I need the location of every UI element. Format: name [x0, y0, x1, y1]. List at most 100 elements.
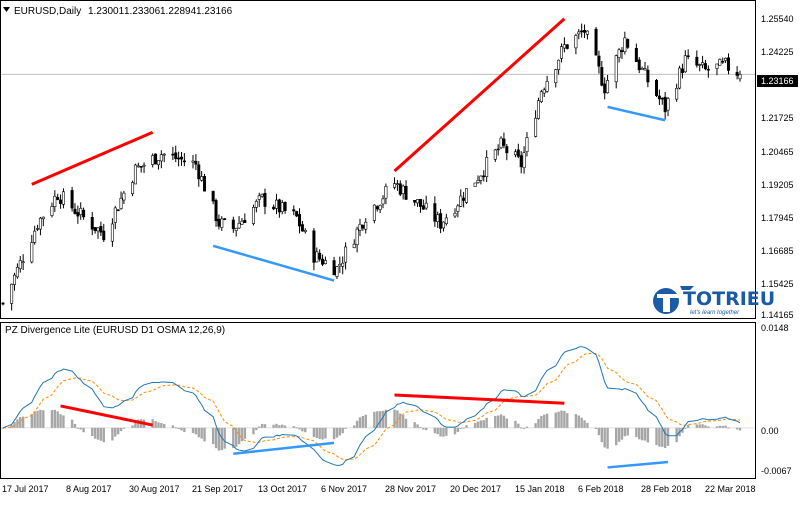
osma-bar — [505, 418, 509, 428]
bullish-divergence-line[interactable] — [233, 441, 335, 456]
candle — [562, 37, 566, 53]
osma-bar — [33, 411, 36, 428]
osma-bar — [301, 427, 304, 432]
osma-bar — [442, 427, 445, 437]
osma-bar — [295, 427, 298, 429]
candle — [231, 216, 235, 233]
candle — [237, 216, 241, 229]
osma-bar — [381, 410, 385, 428]
osma-bar — [655, 427, 658, 446]
bullish-divergence-line[interactable] — [607, 460, 669, 469]
osma-bar — [606, 427, 609, 449]
candle — [142, 162, 146, 173]
osma-bar — [499, 414, 503, 428]
osma-bar — [335, 427, 339, 438]
osma-bar — [39, 409, 42, 428]
candle — [179, 151, 183, 166]
osma-bar — [666, 427, 670, 446]
candle — [542, 87, 546, 98]
candle — [536, 97, 540, 120]
osma-bar — [42, 410, 45, 428]
candle — [303, 228, 307, 234]
candle — [59, 194, 63, 209]
candle — [640, 66, 644, 70]
osma-bar — [332, 427, 336, 440]
candle — [703, 59, 707, 71]
candle — [421, 199, 425, 210]
osma-bar — [10, 424, 13, 428]
candle — [53, 190, 57, 212]
osma-bar — [220, 427, 223, 451]
osma-bar — [704, 425, 707, 428]
osma-bar — [214, 427, 218, 449]
candle — [312, 228, 316, 271]
price-axis-label: 1.16685 — [761, 246, 794, 256]
candle — [646, 65, 650, 88]
time-axis-label: 22 Mar 2018 — [705, 484, 756, 494]
bearish-divergence-line[interactable] — [393, 17, 566, 173]
candle — [372, 204, 376, 224]
osma-bar — [200, 427, 203, 439]
candle — [200, 171, 204, 182]
candle — [678, 65, 682, 90]
osma-bar — [315, 427, 319, 438]
bearish-divergence-line[interactable] — [60, 404, 154, 427]
osma-bar — [661, 427, 664, 447]
candle — [263, 188, 267, 215]
osma-bar — [160, 423, 163, 428]
osma-bar — [404, 418, 408, 428]
candle — [223, 217, 227, 221]
osma-bar — [163, 424, 166, 428]
osma-bar — [79, 427, 82, 430]
bullish-divergence-line[interactable] — [607, 105, 666, 122]
symbol-timeframe: EURUSD,Daily — [14, 6, 81, 17]
candle — [321, 254, 325, 267]
candle — [203, 173, 207, 192]
osma-bar — [738, 427, 742, 431]
osma-bar — [197, 427, 200, 438]
osma-bar — [502, 415, 506, 428]
triangle-down-icon[interactable] — [3, 7, 10, 12]
ohlc-close: 1.23166 — [196, 6, 233, 17]
osma-bar — [93, 427, 97, 439]
osma-bar — [707, 426, 710, 428]
indicator-panel[interactable] — [0, 322, 756, 479]
osma-bar — [260, 423, 264, 428]
osma-bar — [626, 427, 629, 436]
candle — [701, 55, 705, 69]
osma-bar — [724, 425, 727, 428]
osma-bar — [597, 427, 601, 436]
bullish-divergence-line[interactable] — [212, 244, 335, 282]
candle — [594, 26, 598, 56]
osma-bar — [522, 427, 526, 429]
osma-bar — [459, 427, 462, 429]
osma-bar — [183, 427, 186, 433]
osma-bar — [439, 427, 442, 437]
candle — [643, 61, 647, 71]
candle — [96, 227, 100, 239]
candle — [554, 68, 558, 88]
osma-bar — [114, 427, 117, 437]
osma-bar — [635, 427, 638, 438]
osma-bar — [577, 415, 580, 428]
osma-bar — [373, 411, 376, 428]
osma-bar — [102, 427, 105, 443]
time-axis-label: 30 Aug 2017 — [129, 484, 180, 494]
price-layer — [1, 17, 755, 311]
candle — [41, 216, 45, 227]
osma-bar — [399, 413, 402, 428]
candle — [274, 193, 278, 215]
candle — [139, 165, 143, 173]
time-axis-label: 13 Oct 2017 — [258, 484, 307, 494]
bearish-divergence-line[interactable] — [394, 393, 565, 405]
osma-bar — [203, 427, 206, 442]
osma-bar — [111, 427, 114, 441]
candle — [56, 193, 60, 201]
bearish-divergence-line[interactable] — [31, 130, 154, 186]
candle — [726, 53, 730, 75]
osma-bar — [479, 420, 483, 428]
osma-bar — [545, 413, 549, 428]
candle — [393, 177, 397, 190]
price-panel[interactable] — [0, 0, 756, 319]
